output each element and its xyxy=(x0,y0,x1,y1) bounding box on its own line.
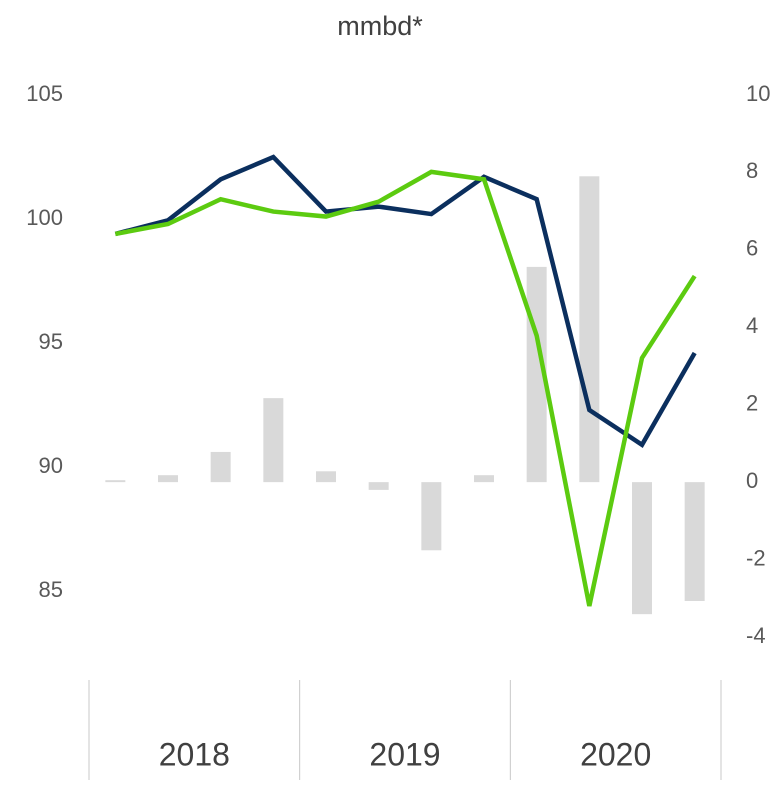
bar xyxy=(210,451,231,483)
group-label: 2018 xyxy=(159,736,230,772)
y2-tick-label: 10 xyxy=(746,81,770,106)
line xyxy=(114,169,697,607)
y2-tick-label: 0 xyxy=(746,468,758,493)
y2-tick-label: -4 xyxy=(746,623,766,648)
y-tick-label: 100 xyxy=(26,205,63,230)
y-tick-label: 85 xyxy=(39,577,63,602)
y2-tick-label: 2 xyxy=(746,391,758,416)
bar xyxy=(368,482,389,490)
y-tick-label: 105 xyxy=(26,81,63,106)
bar xyxy=(474,475,494,483)
group-label: 2020 xyxy=(580,736,651,772)
y2-tick-label: 6 xyxy=(746,236,758,261)
line xyxy=(114,154,697,448)
chart-title: mmbd* xyxy=(337,11,423,41)
y-tick-label: 95 xyxy=(39,329,63,354)
bar xyxy=(684,482,705,601)
group-label: 2019 xyxy=(369,736,440,772)
y-tick-label: 90 xyxy=(39,453,63,478)
y2-tick-label: 4 xyxy=(746,313,758,338)
bar xyxy=(158,475,178,483)
bar xyxy=(632,482,652,615)
bar xyxy=(579,176,600,483)
bar xyxy=(105,480,126,483)
bar xyxy=(421,482,442,551)
bar xyxy=(316,471,336,483)
y2-tick-label: -2 xyxy=(746,545,766,570)
y2-tick-label: 8 xyxy=(746,158,758,183)
bar xyxy=(263,398,284,483)
